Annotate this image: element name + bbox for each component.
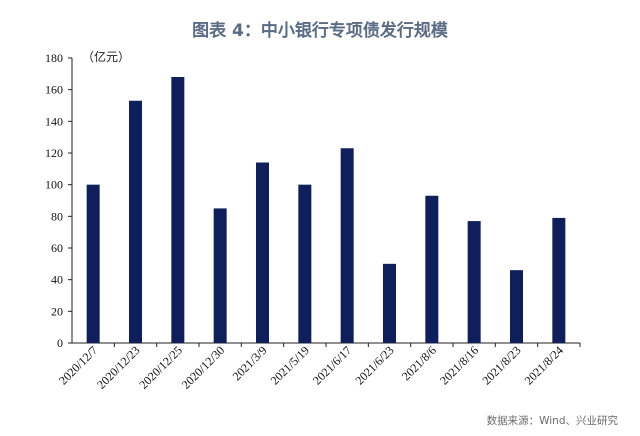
x-tick-label: 2021/3/9 — [230, 343, 270, 383]
y-tick-label: 140 — [45, 114, 63, 128]
y-tick-label: 60 — [51, 241, 63, 255]
y-tick-label: 0 — [57, 336, 63, 350]
bar-2021/8/6 — [425, 195, 439, 343]
bar-2021/5/19 — [298, 184, 312, 343]
bar-2021/3/9 — [256, 162, 269, 343]
x-tick-label: 2021/6/23 — [352, 343, 396, 387]
y-tick-label: 80 — [51, 209, 63, 223]
bar-2020/12/23 — [129, 100, 142, 343]
x-tick-label: 2021/5/19 — [268, 343, 312, 387]
x-tick-label: 2021/8/16 — [437, 343, 481, 387]
x-tick-label: 2020/12/30 — [179, 343, 228, 392]
x-tick-label: 2021/8/24 — [522, 343, 566, 387]
x-tick-label: 2020/12/25 — [136, 343, 185, 392]
bar-2021/6/17 — [340, 148, 354, 343]
chart-title: 图表 4：中小银行专项债发行规模 — [192, 21, 448, 41]
unit-label: （亿元） — [82, 50, 131, 64]
bar-2021/6/23 — [383, 263, 396, 343]
x-tick-label: 2021/6/17 — [310, 343, 354, 387]
source-note: 数据来源：Wind、兴业研究 — [486, 415, 618, 427]
y-tick-label: 180 — [45, 51, 63, 65]
y-tick-label: 120 — [45, 146, 63, 160]
y-tick-label: 160 — [45, 83, 63, 97]
bar-2020/12/25 — [171, 77, 185, 343]
bar-2020/12/7 — [86, 184, 100, 343]
x-tick-label: 2021/8/23 — [479, 343, 523, 387]
bar-2021/8/16 — [467, 221, 481, 343]
y-tick-label: 20 — [51, 304, 63, 318]
y-tick-label: 40 — [51, 273, 63, 287]
y-tick-label: 100 — [45, 178, 63, 192]
x-tick-label: 2020/12/23 — [94, 343, 143, 392]
bar-2020/12/30 — [213, 208, 227, 343]
bar-2021/8/24 — [552, 217, 566, 343]
x-tick-label: 2021/8/6 — [399, 343, 439, 383]
bar-2021/8/23 — [510, 270, 523, 343]
